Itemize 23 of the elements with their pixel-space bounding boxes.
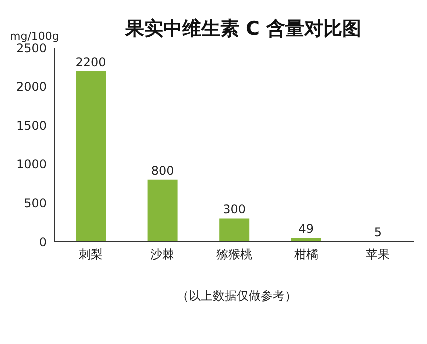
- x-tick-label: 柑橘: [293, 248, 318, 262]
- y-tick-label: 500: [24, 196, 47, 210]
- bar: [291, 238, 322, 242]
- x-tick-label: 沙棘: [150, 248, 175, 262]
- text: （以上数据仅做参考）: [176, 288, 298, 305]
- y-tick-label: 2000: [16, 80, 47, 94]
- data-label: 5: [374, 226, 382, 240]
- bar: [148, 180, 178, 242]
- data-label: 300: [223, 202, 246, 217]
- x-tick-label: 猕猴桃: [216, 248, 252, 262]
- x-tick-label: 苹果: [366, 248, 390, 262]
- bar: [76, 71, 106, 242]
- y-tick-label: 1000: [16, 158, 47, 172]
- x-tick-label: 刺梨: [78, 248, 103, 262]
- y-axis-title: mg/100g: [10, 30, 60, 43]
- bar: [220, 218, 250, 242]
- y-tick-label: 0: [39, 235, 47, 250]
- chart-title: 果实中维生素 C 含量对比图: [124, 17, 363, 42]
- y-tick-label: 2500: [16, 41, 47, 56]
- y-tick-label: 1500: [16, 118, 47, 133]
- data-label: 49: [298, 222, 314, 236]
- data-label: 800: [151, 164, 174, 178]
- data-label: 2200: [76, 55, 106, 70]
